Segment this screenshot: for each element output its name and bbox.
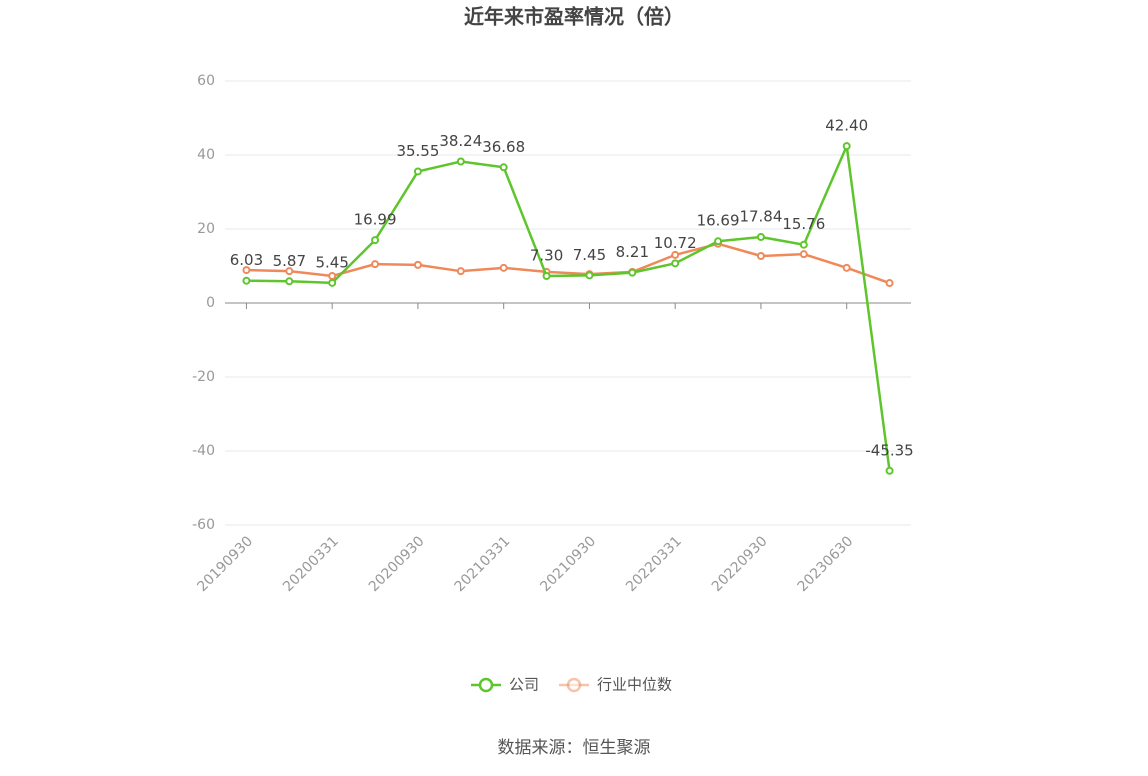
point: [628, 268, 637, 277]
x-tick-label: 20220331: [623, 533, 685, 595]
x-tick-label: 20190930: [194, 533, 256, 595]
y-tick-label: -20: [192, 369, 215, 385]
x-tick-label: 20220930: [709, 533, 771, 595]
line: [246, 141, 891, 471]
point: [756, 252, 765, 261]
point: [456, 157, 465, 166]
point: [714, 237, 723, 246]
data-label: 42.40: [825, 117, 868, 135]
data-label: 5.45: [315, 253, 348, 271]
data-label: 7.30: [530, 246, 563, 264]
point: [499, 263, 508, 272]
point: [842, 263, 851, 272]
point: [671, 250, 680, 259]
point: [499, 163, 508, 172]
data-label: 15.76: [782, 215, 825, 233]
point: [799, 250, 808, 259]
point: [285, 267, 294, 276]
x-tick-label: 20210331: [452, 533, 514, 595]
point: [456, 267, 465, 276]
point: [585, 271, 594, 280]
chart-title: 近年来市盈率情况（倍）: [464, 5, 684, 29]
x-tick-label: 20210930: [537, 533, 599, 595]
data-label: 7.45: [573, 246, 606, 264]
data-label: 5.87: [273, 252, 306, 270]
data-label: 38.24: [439, 132, 482, 150]
legend-label: 行业中位数: [597, 676, 672, 694]
y-tick-label: 60: [197, 73, 215, 89]
point: [842, 142, 851, 151]
y-tick-label: 0: [206, 295, 215, 311]
data-label: 16.99: [354, 211, 397, 229]
point: [242, 276, 251, 285]
data-label: 10.72: [654, 234, 697, 252]
legend-icon: [566, 677, 582, 693]
legend-icon: [478, 677, 494, 693]
x-tick-label: 20200930: [366, 533, 428, 595]
point: [885, 466, 894, 475]
point: [885, 279, 894, 288]
y-tick-label: -60: [192, 517, 215, 533]
point: [285, 277, 294, 286]
point: [671, 259, 680, 268]
point: [542, 271, 551, 280]
data-label: 8.21: [616, 243, 649, 261]
point: [371, 236, 380, 245]
point: [413, 260, 422, 269]
legend-item: 行业中位数: [559, 676, 672, 694]
data-label: 35.55: [396, 142, 439, 160]
y-tick-label: 40: [197, 147, 215, 163]
data-label: 16.69: [697, 212, 740, 230]
point: [328, 271, 337, 280]
data-label: -45.35: [865, 441, 913, 459]
legend-item: 公司: [471, 676, 539, 694]
x-tick-label: 20230630: [795, 533, 857, 595]
source: 数据来源：恒生聚源: [498, 738, 651, 758]
y-tick-label: -40: [192, 443, 215, 459]
y-tick-label: 20: [197, 221, 215, 237]
point: [413, 167, 422, 176]
point: [328, 278, 337, 287]
point: [756, 232, 765, 241]
legend-label: 公司: [509, 676, 539, 694]
data-label: 17.84: [739, 207, 782, 225]
point: [799, 240, 808, 249]
point: [242, 266, 251, 275]
data-label: 36.68: [482, 138, 525, 156]
x-tick-label: 20200331: [280, 533, 342, 595]
data-label: 6.03: [230, 251, 263, 269]
line: [246, 242, 890, 285]
point: [371, 260, 380, 269]
